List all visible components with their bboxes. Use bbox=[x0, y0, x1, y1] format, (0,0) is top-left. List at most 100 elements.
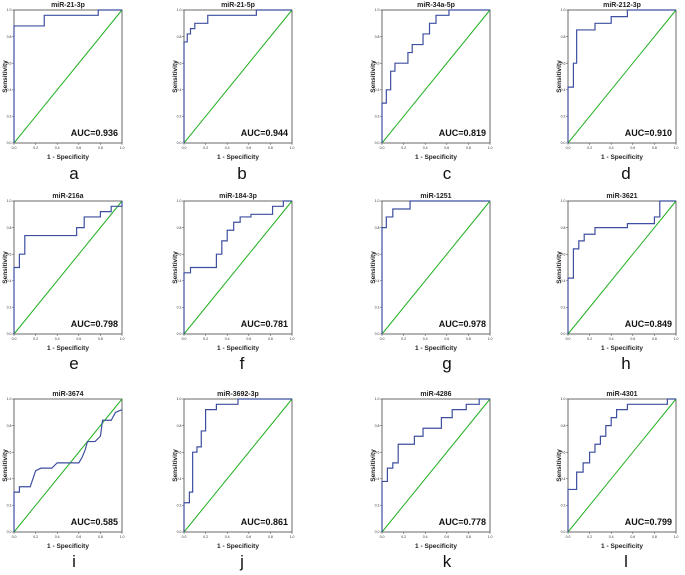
roc-panel-d: 0.0 0.2 0.4 0.6 0.8 1.0 0.0 0.2 0.4 0.6 0.8 1.0 miR-… bbox=[556, 2, 678, 183]
y-tick-label: 0.0 bbox=[561, 332, 566, 336]
x-tick-label: 1.0 bbox=[290, 146, 295, 150]
x-tick-label: 1.0 bbox=[674, 535, 679, 539]
x-tick-label: 1.0 bbox=[120, 146, 125, 150]
auc-label: AUC=0.799 bbox=[625, 517, 672, 527]
roc-panel-h: 0.0 0.2 0.4 0.6 0.8 1.0 0.0 0.2 0.4 0.6 0.8 1.0 miR-… bbox=[556, 193, 678, 373]
y-axis-label: Sensitivity bbox=[172, 251, 179, 284]
chart-title: miR-3674 bbox=[52, 391, 83, 398]
y-tick-label: 0.4 bbox=[561, 88, 566, 92]
chart-title: miR-1251 bbox=[420, 193, 451, 200]
y-tick-label: 0.6 bbox=[177, 252, 182, 256]
x-tick-label: 0.2 bbox=[203, 535, 208, 539]
x-tick-label: 0.2 bbox=[587, 535, 592, 539]
y-tick-label: 0.2 bbox=[177, 504, 182, 508]
x-tick-label: 0.4 bbox=[55, 146, 60, 150]
x-tick-label: 0.8 bbox=[652, 337, 657, 341]
roc-curve bbox=[567, 398, 676, 532]
y-tick-label: 0.2 bbox=[177, 306, 182, 310]
x-axis-label: 1 - Specificity bbox=[47, 154, 89, 161]
x-tick-label: 0.6 bbox=[76, 337, 81, 341]
auc-label: AUC=0.861 bbox=[241, 517, 288, 527]
chart-title: miR-212-3p bbox=[603, 2, 641, 9]
auc-label: AUC=0.936 bbox=[71, 128, 118, 138]
x-axis-label: 1 - Specificity bbox=[47, 543, 89, 550]
auc-label: AUC=0.910 bbox=[625, 128, 672, 138]
roc-curve bbox=[13, 201, 123, 334]
y-tick-label: 0.4 bbox=[561, 477, 566, 481]
x-tick-label: 0.0 bbox=[182, 146, 187, 150]
y-tick-label: 0.0 bbox=[7, 530, 12, 534]
y-tick-label: 0.0 bbox=[375, 332, 380, 336]
roc-curve bbox=[183, 398, 292, 532]
x-tick-label: 0.6 bbox=[246, 337, 251, 341]
roc-curve bbox=[13, 9, 122, 143]
y-tick-label: 0.0 bbox=[561, 530, 566, 534]
x-tick-label: 0.8 bbox=[466, 337, 471, 341]
y-tick-label: 0.2 bbox=[7, 115, 12, 119]
auc-label: AUC=0.585 bbox=[71, 517, 118, 527]
y-axis-label: Sensitivity bbox=[556, 449, 563, 482]
y-tick-label: 0.4 bbox=[375, 88, 380, 92]
x-tick-label: 0.4 bbox=[609, 535, 614, 539]
x-tick-label: 0.4 bbox=[423, 337, 428, 341]
y-tick-label: 0.0 bbox=[7, 141, 12, 145]
y-axis-label: Sensitivity bbox=[370, 60, 377, 93]
chart-title: miR-34a-5p bbox=[417, 2, 455, 9]
x-tick-label: 0.0 bbox=[12, 535, 17, 539]
x-tick-label: 1.0 bbox=[488, 337, 493, 341]
y-tick-label: 0.8 bbox=[7, 424, 12, 428]
x-tick-label: 0.6 bbox=[76, 146, 81, 150]
x-tick-label: 1.0 bbox=[674, 146, 679, 150]
x-tick-label: 0.0 bbox=[380, 535, 385, 539]
y-axis-label: Sensitivity bbox=[2, 60, 9, 93]
roc-curve bbox=[183, 9, 292, 143]
y-axis-label: Sensitivity bbox=[556, 251, 563, 284]
y-tick-label: 0.0 bbox=[375, 141, 380, 145]
x-tick-label: 0.0 bbox=[380, 146, 385, 150]
x-axis-label: 1 - Specificity bbox=[601, 543, 643, 550]
x-tick-label: 0.2 bbox=[401, 337, 406, 341]
x-tick-label: 0.8 bbox=[98, 535, 103, 539]
roc-panel-a: 0.0 0.2 0.4 0.6 0.8 1.0 0.0 0.2 0.4 0.6 0.8 1.0 miR-… bbox=[2, 2, 124, 183]
y-tick-label: 1.0 bbox=[177, 8, 182, 12]
y-tick-label: 0.6 bbox=[561, 450, 566, 454]
auc-label: AUC=0.781 bbox=[241, 319, 288, 329]
x-tick-label: 0.0 bbox=[566, 146, 571, 150]
x-tick-label: 0.6 bbox=[630, 535, 635, 539]
x-tick-label: 0.2 bbox=[33, 535, 38, 539]
reference-diagonal bbox=[183, 200, 293, 335]
y-axis-label: Sensitivity bbox=[2, 251, 9, 284]
x-tick-label: 0.8 bbox=[268, 535, 273, 539]
y-tick-label: 0.6 bbox=[375, 61, 380, 65]
y-tick-label: 0.2 bbox=[7, 504, 12, 508]
x-tick-label: 0.4 bbox=[225, 535, 230, 539]
y-axis-label: Sensitivity bbox=[172, 60, 179, 93]
y-tick-label: 1.0 bbox=[7, 8, 12, 12]
x-tick-label: 0.6 bbox=[630, 337, 635, 341]
x-tick-label: 1.0 bbox=[120, 535, 125, 539]
y-tick-label: 0.6 bbox=[561, 252, 566, 256]
y-tick-label: 0.6 bbox=[375, 450, 380, 454]
auc-label: AUC=0.778 bbox=[439, 517, 486, 527]
chart-title: miR-216a bbox=[52, 193, 83, 200]
y-tick-label: 0.8 bbox=[561, 424, 566, 428]
y-axis-label: Sensitivity bbox=[2, 449, 9, 482]
y-tick-label: 0.2 bbox=[177, 115, 182, 119]
x-tick-label: 0.8 bbox=[98, 337, 103, 341]
auc-label: AUC=0.944 bbox=[241, 128, 288, 138]
roc-curve bbox=[381, 398, 490, 532]
y-tick-label: 1.0 bbox=[177, 199, 182, 203]
y-tick-label: 0.6 bbox=[177, 61, 182, 65]
y-tick-label: 0.0 bbox=[375, 530, 380, 534]
y-tick-label: 1.0 bbox=[561, 199, 566, 203]
x-tick-label: 0.0 bbox=[566, 337, 571, 341]
y-tick-label: 0.4 bbox=[561, 279, 566, 283]
x-tick-label: 0.0 bbox=[380, 337, 385, 341]
x-tick-label: 0.6 bbox=[444, 146, 449, 150]
x-tick-label: 0.4 bbox=[225, 146, 230, 150]
y-tick-label: 1.0 bbox=[7, 397, 12, 401]
y-tick-label: 0.8 bbox=[177, 35, 182, 39]
roc-curve bbox=[567, 200, 676, 334]
x-tick-label: 0.8 bbox=[268, 146, 273, 150]
